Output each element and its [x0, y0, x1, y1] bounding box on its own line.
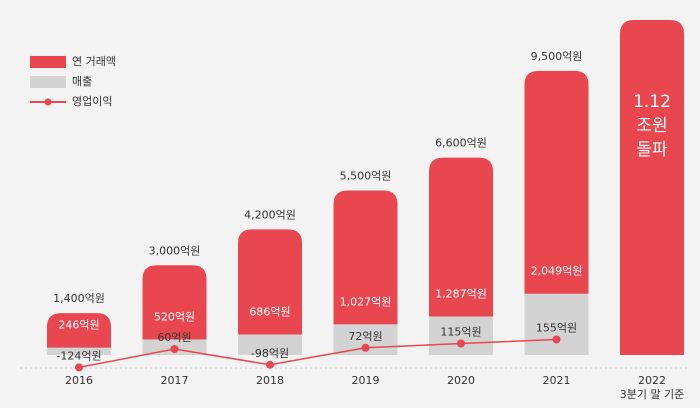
x-tick-label: 2017 [161, 374, 189, 387]
bar [524, 293, 589, 355]
bar [524, 70, 589, 356]
point [457, 339, 465, 348]
bar [429, 316, 493, 355]
value-label: 1,287억원 [435, 288, 487, 301]
legend-swatch [44, 98, 52, 106]
value-label: 115억원 [440, 326, 481, 339]
legend-label: 연 거래액 [72, 55, 116, 68]
x-tick-label: 2018 [256, 374, 284, 387]
legend-label: 영업이익 [72, 95, 112, 108]
value-label: 155억원 [536, 322, 577, 335]
legend-swatch [30, 56, 66, 68]
legend-label: 매출 [72, 75, 92, 88]
x-tick-label: 2021 [543, 374, 571, 387]
point [552, 335, 561, 344]
value-label: 5,500억원 [340, 169, 392, 182]
value-label: 1,400억원 [53, 292, 105, 305]
x-tick-label: 2020 [447, 374, 475, 387]
value-label: 4,200억원 [244, 208, 296, 221]
legend-swatch [30, 76, 66, 88]
value-label: 686억원 [249, 305, 290, 318]
point [170, 345, 179, 353]
value-label: 3,000억원 [149, 244, 201, 257]
bar [47, 313, 111, 355]
value-label: 6,600억원 [435, 137, 487, 150]
value-label: -124억원 [56, 349, 101, 362]
annotation: 3분기 말 기준 [620, 388, 685, 401]
line [78, 338, 557, 369]
value-label: 72억원 [348, 330, 382, 343]
value-label: 520억원 [154, 310, 195, 323]
x-tick-label: 2022 [638, 374, 666, 387]
bar [238, 334, 302, 355]
bar [429, 157, 493, 355]
point [361, 343, 370, 352]
bar [238, 229, 302, 355]
value-label: 246억원 [58, 319, 99, 332]
bar [47, 347, 111, 355]
value-label: 1,027억원 [340, 295, 392, 308]
bar [142, 265, 207, 355]
value-label: 1.12 조원 돌파 [633, 92, 671, 160]
x-tick-label: 2016 [65, 374, 93, 387]
bar [333, 190, 398, 355]
x-tick-label: 2019 [352, 374, 380, 387]
value-label: 9,500억원 [531, 50, 583, 63]
point [266, 360, 274, 369]
value-label: 2,049억원 [531, 265, 583, 278]
value-label: 60억원 [157, 331, 191, 344]
point [75, 363, 83, 372]
bar [620, 20, 684, 355]
value-label: -98억원 [251, 347, 289, 360]
